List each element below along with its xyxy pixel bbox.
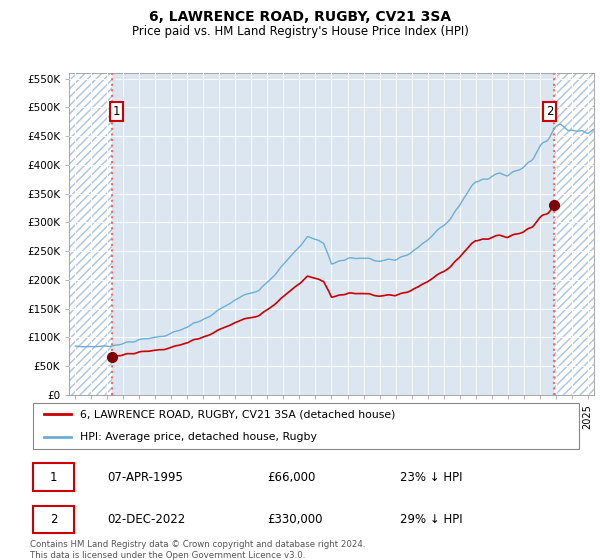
Bar: [554, 73, 594, 395]
Text: HPI: Average price, detached house, Rugby: HPI: Average price, detached house, Rugb…: [80, 432, 317, 442]
Bar: [69, 73, 112, 395]
Bar: [69, 73, 112, 395]
Text: 23% ↓ HPI: 23% ↓ HPI: [400, 470, 463, 484]
Text: 2: 2: [546, 105, 553, 118]
Text: 6, LAWRENCE ROAD, RUGBY, CV21 3SA (detached house): 6, LAWRENCE ROAD, RUGBY, CV21 3SA (detac…: [80, 409, 395, 419]
Text: 02-DEC-2022: 02-DEC-2022: [107, 513, 185, 526]
FancyBboxPatch shape: [33, 464, 74, 491]
Text: 6, LAWRENCE ROAD, RUGBY, CV21 3SA: 6, LAWRENCE ROAD, RUGBY, CV21 3SA: [149, 10, 451, 24]
Text: £66,000: £66,000: [268, 470, 316, 484]
Text: 07-APR-1995: 07-APR-1995: [107, 470, 183, 484]
Text: 29% ↓ HPI: 29% ↓ HPI: [400, 513, 463, 526]
Text: Price paid vs. HM Land Registry's House Price Index (HPI): Price paid vs. HM Land Registry's House …: [131, 25, 469, 38]
Text: 2: 2: [50, 513, 58, 526]
FancyBboxPatch shape: [33, 404, 579, 449]
Text: 1: 1: [50, 470, 58, 484]
Text: 1: 1: [113, 105, 120, 118]
Text: Contains HM Land Registry data © Crown copyright and database right 2024.
This d: Contains HM Land Registry data © Crown c…: [30, 540, 365, 560]
Bar: [554, 73, 594, 395]
FancyBboxPatch shape: [33, 506, 74, 533]
Text: £330,000: £330,000: [268, 513, 323, 526]
